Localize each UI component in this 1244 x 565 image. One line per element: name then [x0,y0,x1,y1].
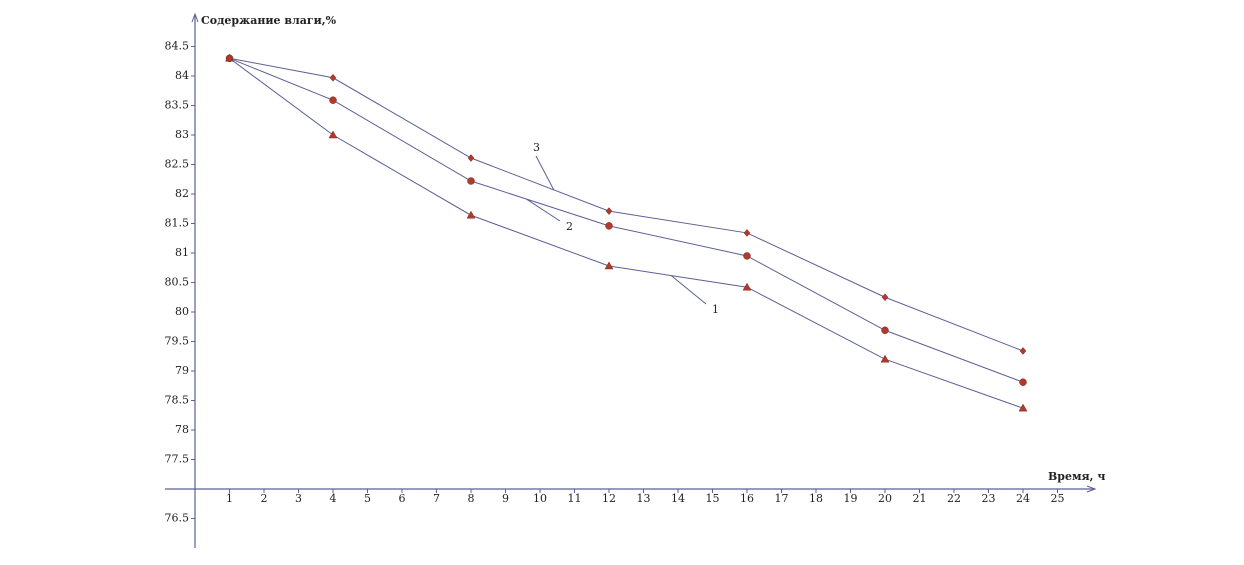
marker [743,229,751,237]
x-tick-label: 17 [775,492,789,505]
leader-line [670,275,707,305]
marker [604,261,614,270]
marker [226,54,233,63]
marker [743,252,751,260]
y-tick-label: 77.5 [165,453,190,466]
y-tick-label: 83.5 [165,99,190,112]
x-tick-label: 24 [1016,492,1030,505]
series-label: 3 [533,141,540,154]
x-tick-label: 23 [982,492,996,505]
y-axis-title: Содержание влаги,% [201,14,337,27]
y-tick-label: 78 [175,423,189,436]
marker [881,326,889,335]
x-tick-label: 14 [671,492,685,505]
marker [881,293,889,302]
x-tick-label: 16 [740,492,754,505]
marker [329,73,337,82]
y-tick-label: 81 [175,246,189,259]
marker [467,154,475,162]
x-axis-title: Время, ч [1048,470,1105,483]
y-tick-label: 79 [175,364,189,377]
x-tick-label: 15 [706,492,720,505]
y-tick-label: 80.5 [165,276,190,289]
x-tick-label: 10 [533,492,547,505]
y-tick-label: 76.5 [165,512,190,525]
y-tick-label: 81.5 [165,217,190,230]
series-line [229,57,1024,352]
y-tick-label: 82 [175,187,189,200]
x-axis-arrow [1086,485,1097,493]
marker [742,282,752,291]
marker [328,130,338,139]
x-tick-label: 25 [1051,492,1065,505]
x-tick-label: 18 [809,492,823,505]
y-tick-label: 79.5 [165,335,190,348]
series-line [229,57,1024,383]
x-tick-label: 4 [330,492,337,505]
x-tick-label: 11 [568,492,582,505]
x-tick-label: 5 [364,492,371,505]
marker [466,210,476,219]
series-label: 2 [566,220,573,233]
x-tick-label: 20 [878,492,892,505]
series-label: 1 [712,303,719,316]
y-tick-label: 83 [175,128,189,141]
x-tick-label: 21 [913,492,927,505]
marker [1019,378,1027,386]
y-tick-label: 78.5 [165,394,190,407]
marker [329,96,337,104]
marker [1018,403,1028,412]
x-tick-label: 9 [502,492,509,505]
x-tick-label: 13 [637,492,651,505]
x-tick-label: 7 [433,492,440,505]
x-tick-label: 3 [295,492,302,505]
marker [1019,347,1027,355]
marker [467,177,475,185]
y-tick-label: 84 [175,69,189,82]
x-tick-label: 19 [844,492,858,505]
marker [605,222,613,230]
x-tick-label: 6 [399,492,406,505]
x-tick-label: 22 [947,492,961,505]
y-tick-label: 84.5 [165,40,190,53]
y-tick-label: 82.5 [165,158,190,171]
marker [880,354,890,363]
y-tick-label: 80 [175,305,189,318]
x-tick-label: 2 [261,492,268,505]
leader-line [525,198,561,222]
x-tick-label: 12 [602,492,616,505]
x-tick-label: 1 [226,492,233,505]
x-tick-label: 8 [468,492,475,505]
marker [605,207,613,215]
y-axis-arrow [191,12,199,23]
series-line [229,57,1024,409]
leader-line [535,155,555,191]
